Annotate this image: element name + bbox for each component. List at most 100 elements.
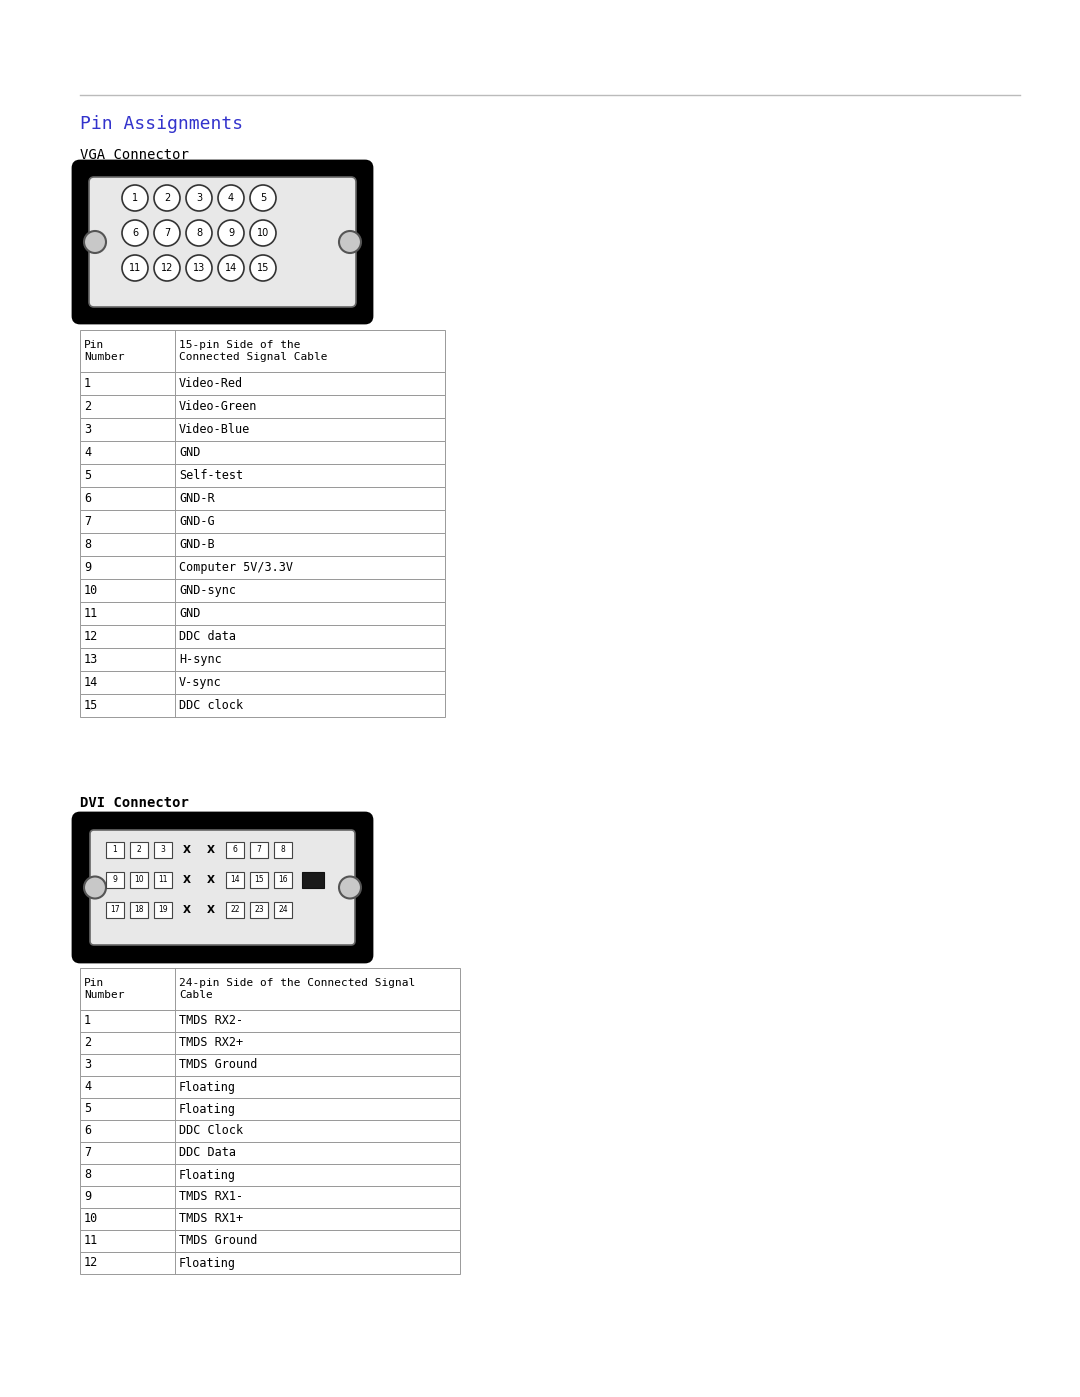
Text: 2: 2 xyxy=(164,193,171,203)
Text: TMDS RX1-: TMDS RX1- xyxy=(179,1190,243,1203)
Text: 14: 14 xyxy=(230,876,240,884)
Bar xyxy=(80,1010,460,1032)
Text: 16: 16 xyxy=(279,876,287,884)
Text: 24: 24 xyxy=(279,905,287,915)
Bar xyxy=(80,372,445,395)
Text: 11: 11 xyxy=(159,876,167,884)
Bar xyxy=(80,1053,460,1076)
Text: 2: 2 xyxy=(84,1037,91,1049)
Text: 7: 7 xyxy=(257,845,261,855)
Text: 8: 8 xyxy=(281,845,285,855)
Text: 4: 4 xyxy=(228,193,234,203)
Bar xyxy=(226,842,244,858)
Text: 3: 3 xyxy=(161,845,165,855)
Text: 11: 11 xyxy=(84,1235,98,1248)
Bar xyxy=(154,902,172,918)
Text: 15: 15 xyxy=(84,698,98,712)
Bar xyxy=(80,441,445,464)
Text: TMDS Ground: TMDS Ground xyxy=(179,1059,257,1071)
Bar xyxy=(274,842,292,858)
Text: 1: 1 xyxy=(112,845,118,855)
Text: Self-test: Self-test xyxy=(179,469,243,482)
Text: DDC Data: DDC Data xyxy=(179,1147,237,1160)
Text: 4: 4 xyxy=(84,446,91,460)
Text: 13: 13 xyxy=(193,263,205,272)
Circle shape xyxy=(249,219,276,246)
Bar xyxy=(80,1252,460,1274)
Circle shape xyxy=(339,876,361,898)
Text: 10: 10 xyxy=(84,1213,98,1225)
Bar xyxy=(80,330,445,372)
Text: TMDS RX1+: TMDS RX1+ xyxy=(179,1213,243,1225)
Circle shape xyxy=(154,256,180,281)
Text: Video-Green: Video-Green xyxy=(179,400,257,414)
Bar xyxy=(80,488,445,510)
Bar xyxy=(226,902,244,918)
Circle shape xyxy=(186,256,212,281)
Bar xyxy=(80,648,445,671)
Circle shape xyxy=(154,184,180,211)
Bar xyxy=(249,902,268,918)
Text: X: X xyxy=(207,845,215,855)
Text: 2: 2 xyxy=(137,845,141,855)
Text: X: X xyxy=(183,845,191,855)
Text: GND-G: GND-G xyxy=(179,515,215,528)
Text: 5: 5 xyxy=(84,1102,91,1115)
Circle shape xyxy=(218,184,244,211)
Text: 9: 9 xyxy=(228,228,234,237)
FancyBboxPatch shape xyxy=(89,177,356,307)
Bar xyxy=(80,1076,460,1098)
Text: 14: 14 xyxy=(84,676,98,689)
Text: 1: 1 xyxy=(84,377,91,390)
Bar xyxy=(106,872,124,888)
Text: 18: 18 xyxy=(134,905,144,915)
Bar xyxy=(80,624,445,648)
Bar xyxy=(80,694,445,717)
Bar xyxy=(130,872,148,888)
Text: V-sync: V-sync xyxy=(179,676,221,689)
Text: 3: 3 xyxy=(195,193,202,203)
Bar xyxy=(249,872,268,888)
Text: DDC data: DDC data xyxy=(179,630,237,643)
Text: X: X xyxy=(207,875,215,886)
Text: Pin
Number: Pin Number xyxy=(84,341,124,362)
Text: DDC clock: DDC clock xyxy=(179,698,243,712)
Circle shape xyxy=(339,231,361,253)
Text: H-sync: H-sync xyxy=(179,652,221,666)
Text: Floating: Floating xyxy=(179,1102,237,1115)
Text: 11: 11 xyxy=(84,608,98,620)
Text: 14: 14 xyxy=(225,263,238,272)
Text: 10: 10 xyxy=(257,228,269,237)
Text: 15: 15 xyxy=(254,876,264,884)
Circle shape xyxy=(84,231,106,253)
Text: 6: 6 xyxy=(84,492,91,504)
Bar xyxy=(80,556,445,578)
Text: 6: 6 xyxy=(132,228,138,237)
Text: 6: 6 xyxy=(232,845,238,855)
Bar xyxy=(80,1164,460,1186)
Text: 13: 13 xyxy=(84,652,98,666)
Text: 10: 10 xyxy=(84,584,98,597)
Text: 17: 17 xyxy=(110,905,120,915)
Bar xyxy=(80,1120,460,1141)
Bar xyxy=(80,1141,460,1164)
Text: 10: 10 xyxy=(134,876,144,884)
Text: Pin
Number: Pin Number xyxy=(84,978,124,1000)
FancyBboxPatch shape xyxy=(73,161,372,323)
Text: 9: 9 xyxy=(84,1190,91,1203)
Text: TMDS RX2+: TMDS RX2+ xyxy=(179,1037,243,1049)
Bar xyxy=(80,671,445,694)
Text: X: X xyxy=(183,875,191,886)
Bar xyxy=(80,464,445,488)
Bar xyxy=(80,968,460,1010)
Bar xyxy=(80,534,445,556)
Bar xyxy=(80,602,445,624)
Circle shape xyxy=(84,876,106,898)
Text: 3: 3 xyxy=(84,1059,91,1071)
Circle shape xyxy=(122,184,148,211)
Text: TMDS RX2-: TMDS RX2- xyxy=(179,1014,243,1028)
Text: DVI Connector: DVI Connector xyxy=(80,796,189,810)
Text: 12: 12 xyxy=(84,1256,98,1270)
Text: GND: GND xyxy=(179,446,201,460)
Circle shape xyxy=(154,219,180,246)
